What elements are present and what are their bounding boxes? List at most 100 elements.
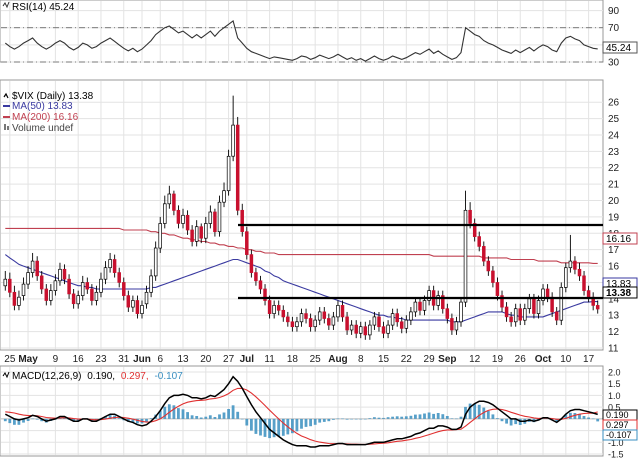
candle [49,284,53,306]
candle-body [386,324,390,334]
candle-body [272,305,276,314]
candle-body [377,316,381,328]
price-tick-label: 14 [608,294,620,305]
price-tick-label: 20 [608,196,620,207]
rsi-tick-label: 70 [608,23,620,34]
macd-hist-bar [222,412,226,419]
x-tick-label: 26 [515,354,527,365]
candle [235,116,240,216]
candle [199,223,203,244]
candle-body [327,318,331,326]
candle [559,282,564,326]
candle [181,208,185,229]
candle [313,315,317,332]
macd-hist-bar [363,418,367,420]
macd-hist-bar [322,418,326,422]
candle [340,300,345,322]
candle [272,300,276,319]
candle-body [317,311,322,321]
candle [358,321,363,339]
candle-body [172,193,176,211]
candle [582,270,586,296]
candle [595,300,600,314]
candle [254,267,258,286]
candle-body [518,308,522,321]
svg-text:MACD(12,26,9) 0.190,: MACD(12,26,9) 0.190, 0.297, -0.107 [12,371,183,382]
candle-body [577,268,582,277]
macd-hist-bar [400,416,404,419]
candle-body [345,316,349,331]
macd-hist-bar [227,409,230,419]
candle [99,272,103,298]
candle [322,307,327,324]
candle-body [399,321,404,329]
candle-body [363,326,368,336]
candle-body [39,275,44,290]
macd-hist-bar [418,414,422,419]
candle [336,300,340,322]
candle-body [35,260,39,277]
price-tick-label: 19 [608,212,620,223]
macd-hist-bar [250,418,253,431]
candle-body [381,326,386,334]
candle-body [564,267,568,288]
candle-body [80,282,85,296]
candle [126,290,131,312]
macd-hist-bar [167,404,171,419]
candle-body [527,298,532,309]
macd-hist-bar [564,414,568,419]
candle [167,185,172,209]
macd-hist-bar [35,418,39,420]
x-tick-label: 29 [424,354,436,365]
x-tick-label: 27 [223,354,235,365]
candle-body [49,290,53,301]
candle [80,275,85,301]
candle-body [454,321,459,331]
macd-tick-label: 1.5 [608,379,621,389]
candle [53,274,58,296]
candle-body [222,190,226,203]
macd-hist-bar [218,414,221,419]
macd-hist-bar [8,418,12,424]
candle [204,216,208,244]
candle-body [108,259,112,269]
macd-hist-bar [327,418,331,422]
rsi-line [4,19,598,62]
macd-hist-bar [63,417,66,419]
candle-body [427,290,431,301]
macd-hist-bar [17,418,21,425]
candle [518,303,522,326]
rsi-level-lines [1,27,603,63]
candle [135,295,140,319]
x-tick-label: 6 [157,354,163,365]
candle [144,285,149,309]
macd-hist-bar [404,416,408,419]
candle [85,277,90,294]
last-value-label: 13.38 [606,288,631,299]
candle-body [482,246,486,262]
candle [304,308,308,324]
macd-hist-bar [31,418,34,420]
candle-body [541,288,545,301]
macd-hist-bar [423,413,426,419]
macd-hist-bar [573,413,577,419]
candle-body [582,275,586,291]
ma50-value-label: 13.83 [606,279,631,290]
candle-body [85,282,90,290]
candle [194,220,199,247]
macd-hist-bar [386,417,390,419]
macd-hist-bar [350,418,353,420]
candle-body [204,223,208,239]
price-tick-label: 22 [608,163,620,174]
candle-body [99,278,103,293]
macd-hist-bar [377,417,381,419]
candle-body [240,209,244,232]
macd-hist-bar [436,413,440,419]
price-tick-label: 12 [608,327,620,338]
candle-body [441,295,445,310]
candle [327,313,331,330]
candle-body [190,229,194,242]
candle-body [12,291,17,306]
macd-hist-bar [482,407,486,419]
